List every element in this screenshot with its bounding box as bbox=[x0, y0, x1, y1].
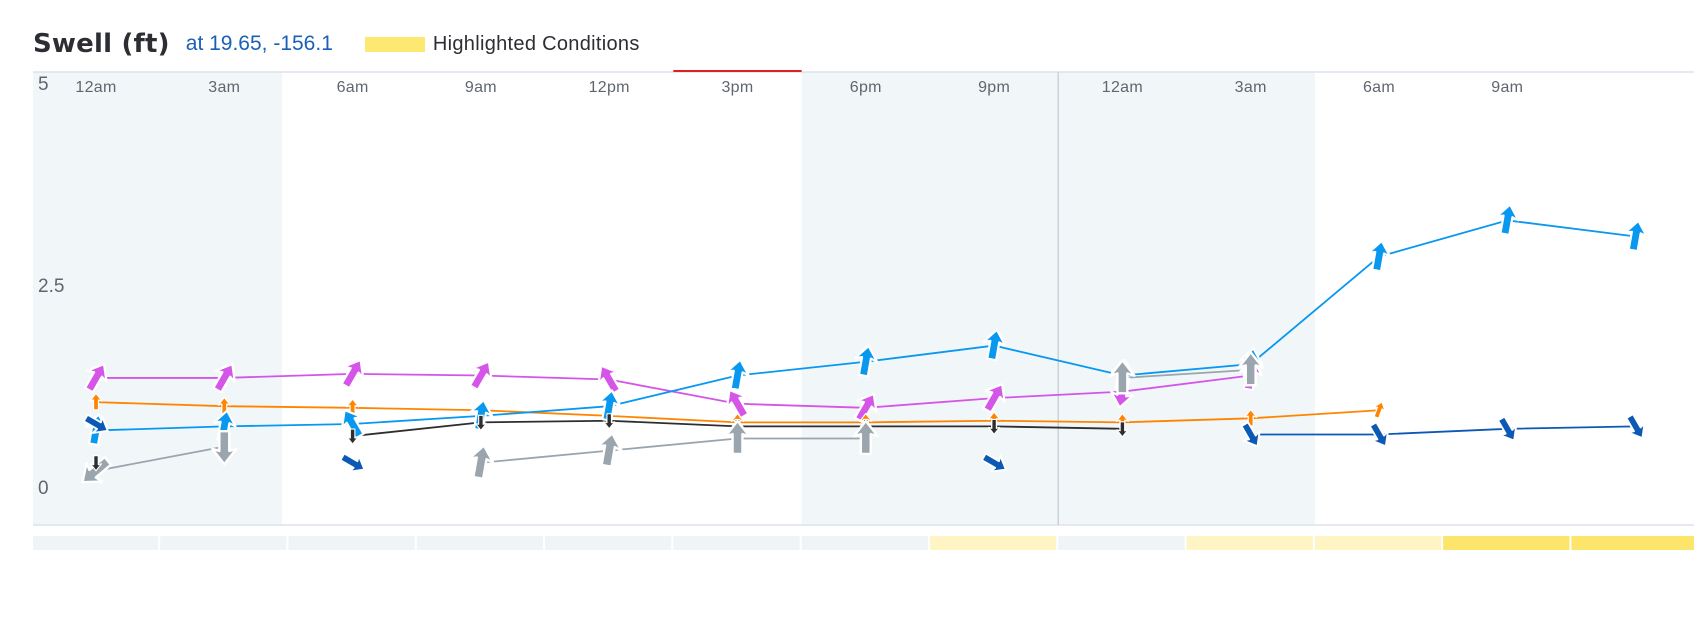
x-tick-label: 9am bbox=[465, 79, 497, 96]
condition-bar-segment bbox=[160, 536, 287, 550]
swell-direction-arrow bbox=[1368, 421, 1389, 448]
swell-direction-arrow bbox=[1495, 203, 1520, 237]
swell-direction-arrow bbox=[1367, 239, 1392, 273]
swell-direction-arrow bbox=[725, 388, 750, 420]
legend-label: Highlighted Conditions bbox=[432, 32, 640, 55]
swell-direction-arrow bbox=[1237, 351, 1265, 387]
swell-direction-arrow bbox=[1624, 219, 1648, 253]
condition-bar-segment bbox=[545, 536, 672, 550]
swell-direction-arrow bbox=[1373, 401, 1386, 419]
condition-bar-segment bbox=[416, 536, 544, 550]
swell-direction-arrow bbox=[852, 419, 880, 456]
swell-direction-arrow bbox=[1240, 421, 1261, 448]
swell-direction-arrow bbox=[340, 358, 365, 390]
condition-bar-segment bbox=[33, 536, 159, 550]
swell-direction-arrow bbox=[340, 409, 365, 440]
swell-direction-arrow bbox=[468, 444, 495, 480]
x-tick-label: 3am bbox=[1235, 79, 1267, 96]
series-line bbox=[95, 445, 225, 472]
swell-direction-arrow bbox=[980, 452, 1007, 473]
swell-direction-arrow bbox=[603, 413, 616, 430]
swell-direction-arrow bbox=[982, 383, 1006, 414]
chart-header: Swell (ft) at 19.65, -156.1 Highlighted … bbox=[33, 26, 640, 62]
swell-direction-arrow bbox=[724, 419, 751, 456]
location-link[interactable]: at 19.65, -156.1 bbox=[185, 32, 333, 55]
x-tick-label: 6am bbox=[337, 79, 369, 96]
y-tick-label: 0 bbox=[38, 478, 49, 499]
swell-direction-arrow bbox=[988, 418, 1001, 435]
condition-bar-segment bbox=[673, 536, 800, 550]
swell-direction-arrow bbox=[339, 452, 366, 473]
series-line bbox=[480, 437, 866, 464]
swell-direction-arrow bbox=[853, 392, 878, 424]
condition-bar-segment bbox=[1186, 536, 1313, 550]
swell-direction-arrow bbox=[82, 413, 109, 434]
chart-title: Swell (ft) bbox=[33, 29, 170, 59]
night-band bbox=[33, 72, 283, 525]
condition-bar-segment bbox=[1058, 536, 1185, 550]
series-line bbox=[1122, 368, 1251, 379]
swell-direction-arrow bbox=[854, 344, 879, 378]
swell-direction-arrow bbox=[982, 328, 1007, 362]
condition-bar-segment bbox=[929, 536, 1057, 550]
swell-direction-arrow bbox=[1497, 415, 1518, 442]
swell-direction-arrow bbox=[468, 360, 493, 391]
swell-direction-arrow bbox=[1116, 421, 1129, 438]
swell-direction-arrow bbox=[725, 358, 750, 392]
x-tick-label: 3am bbox=[208, 79, 240, 96]
x-tick-label: 12am bbox=[1102, 79, 1143, 96]
condition-bar-segment bbox=[288, 536, 415, 550]
x-tick-label: 9am bbox=[1491, 79, 1523, 96]
condition-bar-segment bbox=[801, 536, 928, 550]
swell-direction-arrow bbox=[212, 362, 236, 394]
x-tick-label: 12am bbox=[75, 79, 116, 96]
swell-direction-arrow bbox=[89, 455, 103, 472]
swell-direction-arrow bbox=[84, 362, 108, 394]
swell-direction-arrow bbox=[346, 428, 359, 445]
swell-direction-arrow bbox=[597, 364, 622, 396]
x-tick-label: 9pm bbox=[978, 79, 1010, 96]
swell-direction-arrow bbox=[596, 432, 623, 468]
condition-bar-segment bbox=[1314, 536, 1442, 550]
x-tick-label: 3pm bbox=[721, 79, 753, 96]
swell-direction-arrow bbox=[210, 429, 238, 466]
swell-direction-arrow bbox=[474, 414, 487, 431]
swell-direction-arrow bbox=[89, 392, 103, 411]
swell-direction-arrow bbox=[1625, 413, 1646, 440]
condition-bar-segment bbox=[1443, 536, 1570, 550]
legend-swatch bbox=[364, 36, 425, 52]
condition-bar-segment bbox=[1571, 536, 1694, 550]
series-line bbox=[1250, 425, 1636, 436]
y-tick-label: 2.5 bbox=[38, 276, 64, 297]
swell-direction-arrow bbox=[1109, 359, 1136, 395]
y-tick-label: 5 bbox=[38, 74, 49, 95]
x-tick-label: 6am bbox=[1363, 79, 1395, 96]
x-tick-label: 12pm bbox=[589, 79, 630, 96]
x-tick-label: 6pm bbox=[850, 79, 882, 96]
